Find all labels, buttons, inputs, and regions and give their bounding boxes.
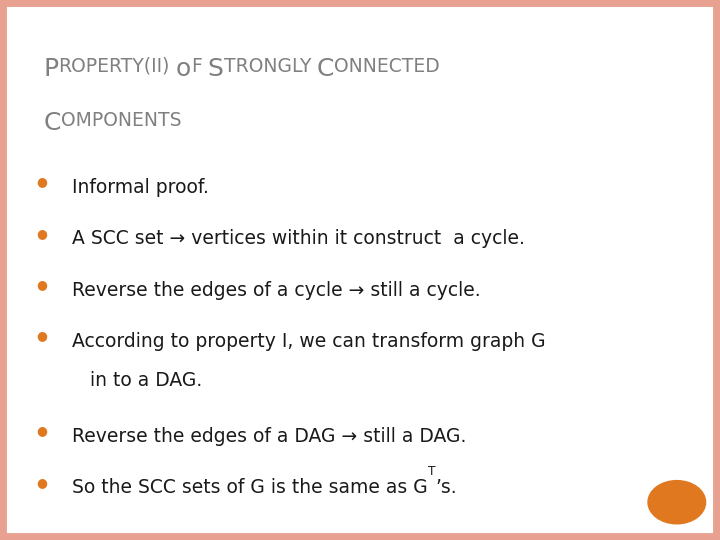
Text: OMPONENTS: OMPONENTS (60, 111, 181, 130)
Text: ●: ● (36, 278, 47, 291)
Text: According to property I, we can transform graph G: According to property I, we can transfor… (72, 332, 546, 351)
Text: Reverse the edges of a DAG → still a DAG.: Reverse the edges of a DAG → still a DAG… (72, 427, 467, 446)
Text: ●: ● (36, 176, 47, 188)
Text: S: S (208, 57, 224, 80)
Text: ●: ● (36, 329, 47, 342)
Circle shape (648, 481, 706, 524)
Text: T: T (428, 465, 436, 478)
Text: Reverse the edges of a cycle → still a cycle.: Reverse the edges of a cycle → still a c… (72, 281, 481, 300)
Text: F: F (191, 57, 202, 76)
Text: ROPERTY(II): ROPERTY(II) (58, 57, 170, 76)
Text: ONNECTED: ONNECTED (335, 57, 440, 76)
Text: ●: ● (36, 424, 47, 437)
Text: C: C (317, 57, 335, 80)
Text: TRONGLY: TRONGLY (224, 57, 311, 76)
Text: Informal proof.: Informal proof. (72, 178, 209, 197)
Text: ●: ● (36, 476, 47, 489)
Text: C: C (43, 111, 60, 134)
Text: ’s.: ’s. (436, 478, 457, 497)
Text: A SCC set → vertices within it construct  a cycle.: A SCC set → vertices within it construct… (72, 230, 525, 248)
Text: So the SCC sets of G is the same as G: So the SCC sets of G is the same as G (72, 478, 428, 497)
Text: o: o (176, 57, 191, 80)
Text: ●: ● (36, 227, 47, 240)
Text: in to a DAG.: in to a DAG. (90, 370, 202, 389)
Text: P: P (43, 57, 58, 80)
